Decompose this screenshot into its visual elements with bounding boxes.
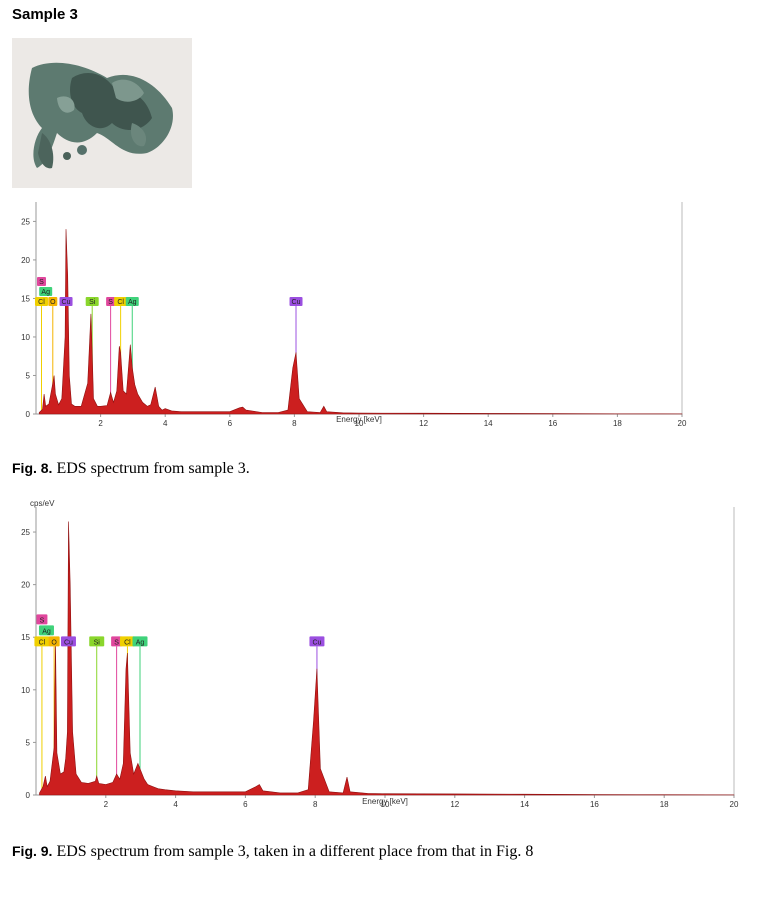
element-label: Si: [89, 299, 96, 306]
element-chip: [48, 297, 58, 307]
y-tick-label: 25: [21, 217, 30, 226]
element-chip: [36, 277, 46, 287]
element-label: O: [50, 299, 56, 306]
element-chip: [39, 287, 53, 297]
x-tick-label: 12: [450, 800, 459, 809]
y-tick-label: 10: [21, 333, 30, 342]
x-tick-label: 2: [104, 800, 109, 809]
element-chip: [114, 297, 128, 307]
y-axis-label: cps/eV: [30, 499, 55, 508]
caption-fig8: Fig. 8. EDS spectrum from sample 3.: [12, 460, 250, 478]
x-tick-label: 6: [243, 800, 248, 809]
element-label: Ag: [136, 639, 145, 646]
x-tick-label: 4: [163, 419, 168, 428]
y-tick-label: 10: [21, 686, 30, 695]
x-axis-label: Energy [keV]: [336, 415, 382, 424]
x-tick-label: 18: [613, 419, 622, 428]
element-chip: [36, 614, 48, 625]
caption-label: Fig. 9.: [12, 843, 53, 859]
element-chip: [111, 636, 123, 647]
element-label: S: [108, 299, 113, 306]
x-tick-label: 18: [660, 800, 669, 809]
element-label: S: [40, 617, 45, 624]
eds-spectrum-chart-fig9: 0 5 10 15 20 25 2 4 6 8 10 12 14 16 18 20 Energy [keV] cp…: [21, 499, 739, 809]
x-tick-label: 2: [98, 419, 103, 428]
element-label: Cl: [124, 639, 131, 646]
element-label: Ag: [41, 289, 50, 296]
y-tick-label: 15: [21, 294, 30, 303]
element-label: S: [39, 279, 44, 286]
y-tick-label: 15: [21, 633, 30, 642]
element-label: Cu: [64, 639, 73, 646]
x-tick-label: 16: [548, 419, 557, 428]
x-tick-label: 16: [590, 800, 599, 809]
element-label: Cl: [39, 639, 46, 646]
x-tick-label: 14: [520, 800, 529, 809]
y-tick-label: 20: [21, 256, 30, 265]
element-label: S: [114, 639, 119, 646]
element-chip: [119, 636, 135, 647]
x-axis-label: Energy [keV]: [362, 797, 408, 806]
y-tick-label: 20: [21, 581, 30, 590]
x-tick-label: 6: [228, 419, 233, 428]
element-chip: [309, 636, 325, 647]
element-chip: [132, 636, 148, 647]
element-chip: [85, 297, 99, 307]
element-label: Ag: [128, 299, 137, 306]
element-label: Si: [94, 639, 101, 646]
element-label: Cl: [117, 299, 124, 306]
element-label: Cu: [292, 299, 301, 306]
element-chip: [289, 297, 303, 307]
element-chip: [89, 636, 105, 647]
y-tick-label: 0: [26, 410, 31, 419]
element-label: Cu: [312, 639, 321, 646]
caption-label: Fig. 8.: [12, 460, 53, 476]
element-chip: [38, 625, 54, 636]
element-label: Ag: [42, 628, 51, 635]
element-label: Cl: [38, 299, 45, 306]
x-tick-label: 10: [355, 419, 364, 428]
element-chip: [48, 636, 60, 647]
element-chip: [106, 297, 116, 307]
x-tick-label: 8: [292, 419, 297, 428]
caption-text: EDS spectrum from sample 3.: [52, 460, 250, 477]
element-chip: [34, 636, 50, 647]
x-tick-label: 20: [730, 800, 739, 809]
element-chip: [59, 297, 73, 307]
x-tick-label: 20: [678, 419, 687, 428]
element-label: O: [51, 639, 57, 646]
element-label: Cu: [62, 299, 71, 306]
spectrum-series: [39, 521, 735, 796]
y-tick-label: 0: [26, 791, 31, 800]
element-chip: [125, 297, 139, 307]
x-tick-label: 12: [419, 419, 428, 428]
x-tick-label: 8: [313, 800, 318, 809]
x-tick-label: 4: [173, 800, 178, 809]
y-tick-label: 25: [21, 528, 30, 537]
y-tick-label: 5: [26, 371, 31, 380]
x-tick-label: 14: [484, 419, 493, 428]
caption-text: EDS spectrum from sample 3, taken in a d…: [52, 843, 534, 860]
element-chip: [60, 636, 76, 647]
spectrum-series: [38, 229, 683, 415]
caption-fig9: Fig. 9. EDS spectrum from sample 3, take…: [12, 843, 533, 861]
section-heading: Sample 3: [12, 6, 78, 23]
y-tick-label: 5: [26, 738, 31, 747]
sample-photo: [12, 38, 192, 188]
element-chip: [34, 297, 48, 307]
x-tick-label: 10: [381, 800, 390, 809]
